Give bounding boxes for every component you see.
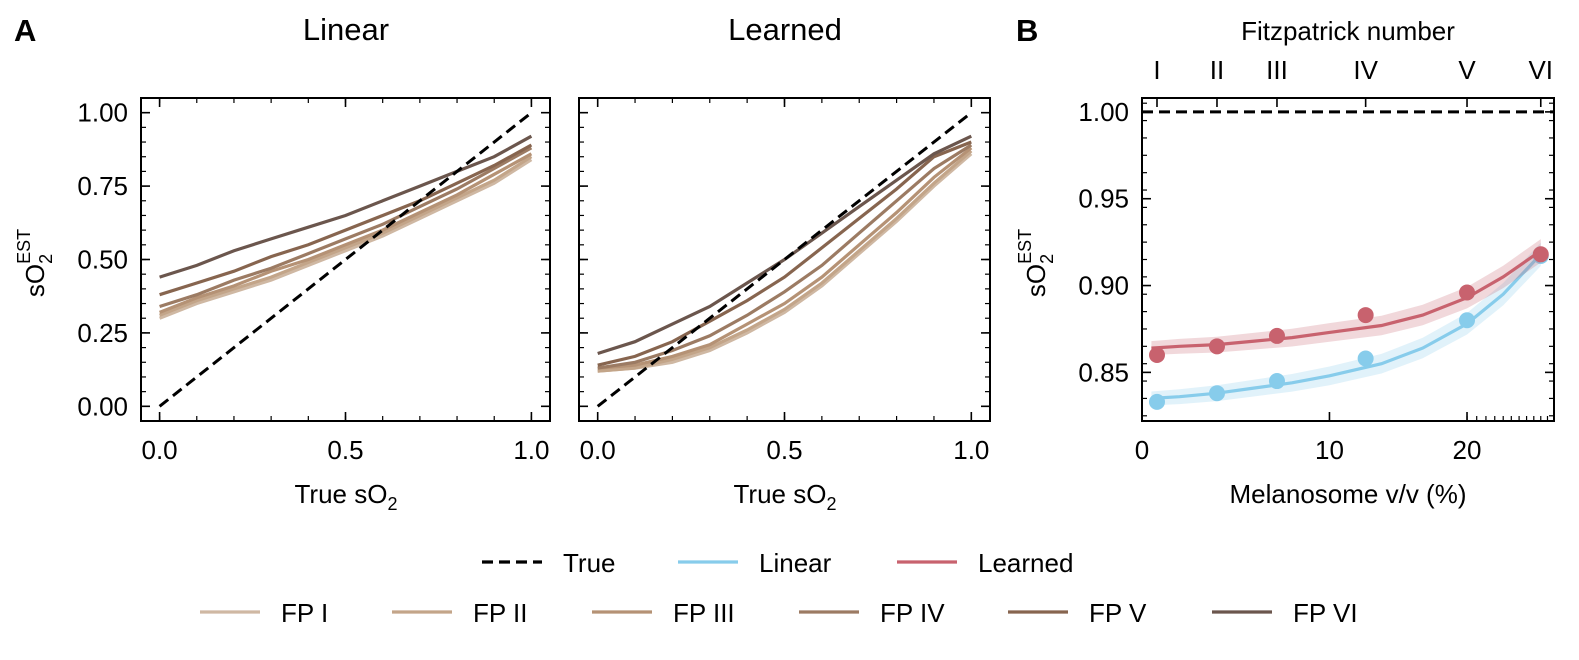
panel-b-ytick-label: 1.00 <box>1078 97 1129 127</box>
panel-melanosome-marks <box>1142 110 1554 410</box>
panel-b-top-tick-label: I <box>1153 55 1160 85</box>
a1-ytick-label: 0.25 <box>77 318 128 348</box>
legend-label-learned: Learned <box>978 548 1073 578</box>
panel-b-top-tick-label: IV <box>1353 55 1378 85</box>
panel-b-xtick-label: 0 <box>1135 435 1149 465</box>
panel-b-xtick-label: 20 <box>1453 435 1482 465</box>
panel-linear: Linear 0.0 0.5 1.0 0.00 0.25 0.50 0.75 1.00 Tr… <box>14 12 551 514</box>
a2-series-fp-4 <box>597 143 973 370</box>
panel-learned: Learned 0.0 0.5 1.0 True sO2 <box>578 12 991 514</box>
panel-melanosome-yticks: 0.85 0.90 0.95 1.00 <box>1078 97 1554 417</box>
panel-melanosome-xlabel: Melanosome v/v (%) <box>1230 479 1467 509</box>
a1-xtick-label: 0.0 <box>142 435 178 465</box>
legend-label-true: True <box>563 548 616 578</box>
fitzpatrick-axis-label: Fitzpatrick number <box>1241 16 1455 46</box>
panel-learned-xlabel: True sO2 <box>734 479 837 514</box>
panel-b-ytick-label: 0.85 <box>1078 357 1129 387</box>
panel-linear-marks <box>158 111 533 408</box>
legend-label-linear: Linear <box>759 548 832 578</box>
panel-b-top-tick-label: V <box>1458 55 1476 85</box>
panel-linear-yticks: 0.00 0.25 0.50 0.75 1.00 <box>77 98 550 421</box>
legend-label-fp-3: FP III <box>673 598 735 628</box>
panel-b-top-tick-label: II <box>1210 55 1224 85</box>
a2-xtick-label: 1.0 <box>953 435 989 465</box>
legend-label-fp-2: FP II <box>473 598 527 628</box>
panel-b-point-linear <box>1268 373 1285 390</box>
panel-b-point-learned <box>1459 284 1476 301</box>
panel-melanosome: Fitzpatrick number 0 10 20 0.85 0.90 0.95 1.0… <box>1015 16 1555 509</box>
a2-series-fp-3 <box>597 146 973 370</box>
legend: True Linear Learned FP I FP II FP III FP IV FP … <box>200 548 1358 628</box>
panel-b-point-linear <box>1148 393 1165 410</box>
legend-label-fp-5: FP V <box>1089 598 1147 628</box>
a2-true-line <box>596 111 973 408</box>
panel-b-point-learned <box>1268 327 1285 344</box>
a2-xtick-label: 0.0 <box>580 435 616 465</box>
panel-b-fit-linear <box>1151 253 1542 400</box>
a1-series-fp-2 <box>159 155 533 317</box>
panel-b-point-learned <box>1532 246 1549 263</box>
a1-ytick-label: 0.75 <box>77 171 128 201</box>
panel-b-point-learned <box>1208 338 1225 355</box>
a1-ytick-label: 1.00 <box>77 98 128 128</box>
a2-series-fp-5 <box>597 140 972 367</box>
legend-label-fp-1: FP I <box>281 598 328 628</box>
a1-series-fp-5 <box>159 143 533 297</box>
panel-b-top-tick-label: III <box>1266 55 1288 85</box>
panel-b-ytick-label: 0.95 <box>1078 184 1129 214</box>
a2-xtick-label: 0.5 <box>766 435 802 465</box>
legend-label-fp-6: FP VI <box>1293 598 1358 628</box>
panel-b-fit-learned <box>1151 249 1542 350</box>
a1-series-fp-6 <box>159 134 533 279</box>
panel-b-point-linear <box>1459 312 1476 329</box>
panel-b-label: B <box>1016 13 1038 48</box>
panel-b-ytick-label: 0.90 <box>1078 271 1129 301</box>
a1-xtick-label: 0.5 <box>327 435 363 465</box>
a1-series-fp-1 <box>159 158 533 320</box>
panel-melanosome-top-ticks: I II III IV V VI <box>1153 55 1553 107</box>
a2-series-fp-6 <box>597 134 972 356</box>
panel-learned-yticks <box>579 111 990 408</box>
panel-learned-title: Learned <box>728 12 842 47</box>
a1-ytick-label: 0.00 <box>77 391 128 421</box>
panel-b-xtick-label: 10 <box>1315 435 1344 465</box>
a1-xtick-label: 1.0 <box>513 435 549 465</box>
panel-b-point-linear <box>1357 350 1374 367</box>
legend-label-fp-4: FP IV <box>880 598 945 628</box>
panel-melanosome-xticks: 0 10 20 <box>1135 412 1549 465</box>
panel-b-point-linear <box>1208 385 1225 402</box>
panel-b-point-learned <box>1148 347 1165 364</box>
panel-b-band-learned <box>1151 239 1541 355</box>
panel-melanosome-ylabel: sO2EST <box>1015 229 1057 297</box>
panel-linear-title: Linear <box>303 12 389 47</box>
a1-ytick-label: 0.50 <box>77 245 128 275</box>
panel-linear-ylabel: sO2EST <box>14 229 56 297</box>
panel-learned-xticks: 0.0 0.5 1.0 <box>580 98 989 465</box>
panel-b-point-learned <box>1357 307 1374 324</box>
a1-true-line <box>158 111 533 408</box>
a1-series-fp-3 <box>159 152 533 314</box>
panel-learned-marks <box>596 111 973 408</box>
a1-series-fp-4 <box>159 146 533 309</box>
panel-b-top-tick-label: VI <box>1528 55 1553 85</box>
a2-series-fp-2 <box>597 149 973 373</box>
panel-a-label: A <box>14 13 36 48</box>
panel-linear-xticks: 0.0 0.5 1.0 <box>142 98 549 465</box>
a2-series-fp-1 <box>597 152 973 373</box>
panel-linear-xlabel: True sO2 <box>295 479 398 514</box>
